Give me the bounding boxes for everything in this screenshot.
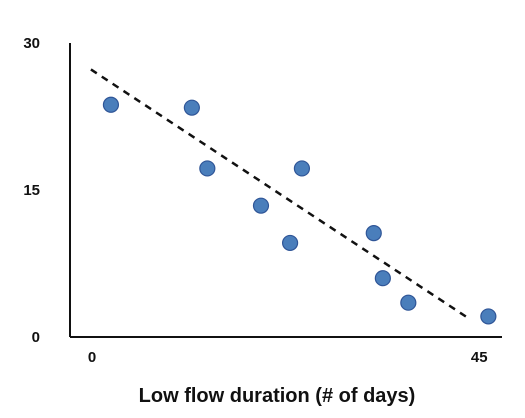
x-tick-label-45: 45: [471, 349, 488, 366]
data-point-7: [365, 225, 382, 242]
data-points: [102, 96, 497, 325]
plot-area: [69, 43, 502, 338]
data-point-8: [374, 270, 391, 287]
x-tick-label-0: 0: [88, 349, 96, 366]
trendline: [90, 68, 471, 321]
x-tick-labels: 0 45: [88, 349, 488, 366]
y-tick-labels: 0 15 30: [23, 35, 40, 346]
data-point-10: [480, 308, 497, 325]
data-point-2: [183, 99, 200, 116]
data-point-6: [293, 160, 311, 177]
data-point-9: [400, 294, 417, 311]
data-point-1: [102, 96, 120, 113]
data-point-3: [199, 160, 216, 177]
data-point-5: [281, 234, 299, 252]
y-tick-label-15: 15: [23, 182, 40, 199]
x-axis-title: Low flow duration (# of days): [139, 385, 416, 407]
y-tick-label-0: 0: [32, 329, 40, 346]
y-tick-label-30: 30: [23, 35, 40, 52]
data-point-4: [252, 197, 270, 214]
